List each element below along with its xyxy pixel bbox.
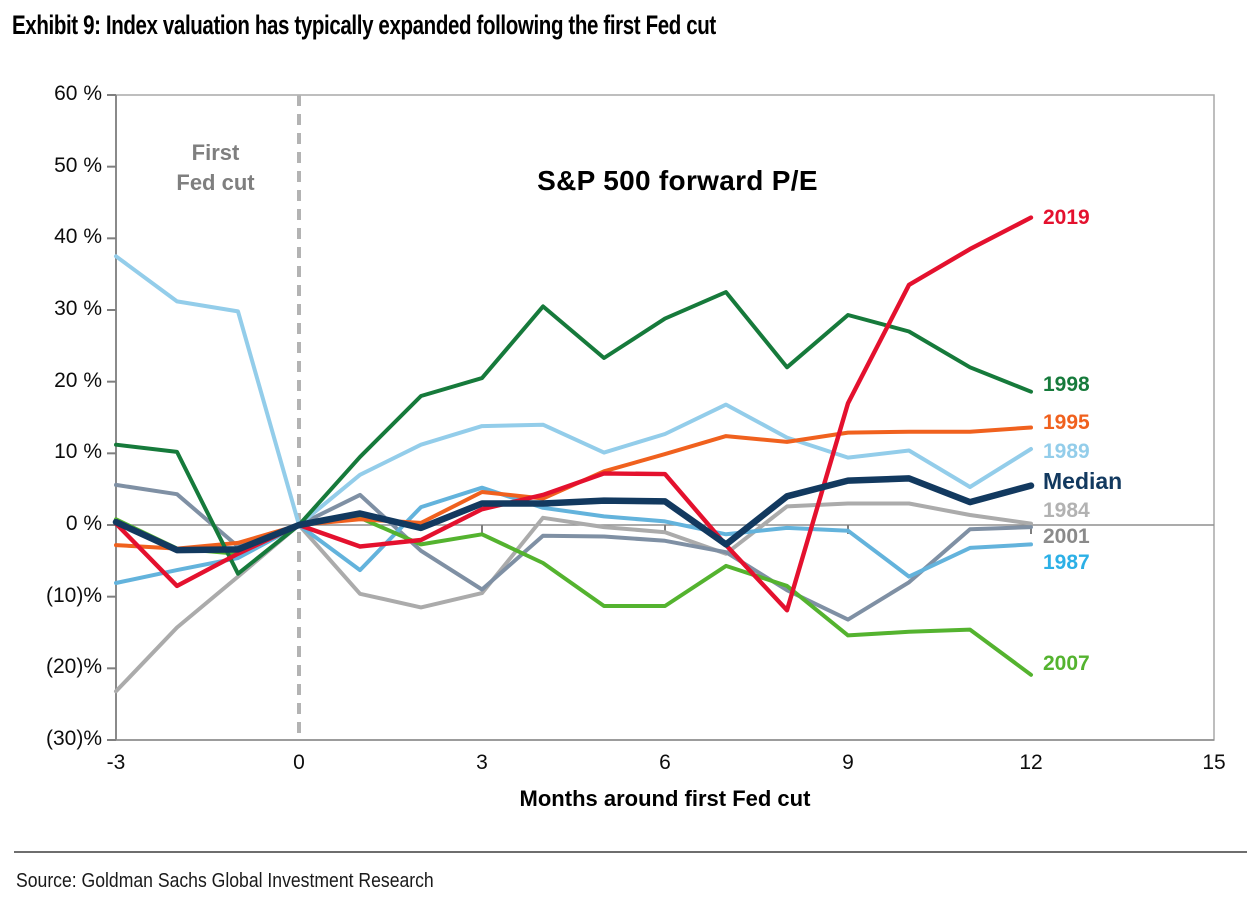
- series-label-1995: 1995: [1043, 410, 1090, 434]
- series-label-1987: 1987: [1043, 550, 1090, 574]
- series-label-1998: 1998: [1043, 372, 1090, 396]
- first-fed-cut-annotation: First Fed cut: [148, 138, 283, 198]
- y-tick-label: 0 %: [65, 512, 102, 535]
- series-label-2007: 2007: [1043, 652, 1090, 676]
- series-label-2001: 2001: [1043, 525, 1090, 549]
- y-tick-label: 60 %: [54, 82, 102, 105]
- series-line-1998: [114, 290, 1033, 576]
- x-tick-label: 15: [1202, 751, 1226, 774]
- y-tick-label: 20 %: [54, 368, 102, 392]
- annotation-line1: First: [191, 140, 240, 165]
- y-tick-label: (30)%: [45, 727, 102, 750]
- x-tick-label: 12: [1019, 751, 1043, 774]
- line-chart: 60 % 50 % 40 % 30 % 20 % 10 % 0 % (10)% (20)% (30…: [45, 82, 1226, 811]
- chart-title: S&P 500 forward P/E: [537, 165, 818, 196]
- x-tick-label: 9: [842, 751, 854, 774]
- x-axis-title: Months around first Fed cut: [519, 786, 811, 811]
- x-tick-label: 3: [476, 751, 488, 774]
- series-line-1989: [114, 254, 1033, 527]
- y-tick-label: (20)%: [45, 655, 102, 679]
- y-tick-label: (10)%: [45, 583, 102, 607]
- series-label-median: Median: [1043, 468, 1123, 495]
- series-line-1995: [114, 425, 1033, 551]
- series-label-1989: 1989: [1043, 439, 1090, 463]
- plot-area: [107, 94, 1215, 741]
- x-tick-label: 6: [659, 751, 671, 774]
- y-tick-label: 50 %: [54, 153, 102, 177]
- series-line-median: [112, 475, 1035, 554]
- series-line-1984: [114, 501, 1033, 694]
- exhibit-title: Exhibit 9: Index valuation has typically…: [12, 10, 716, 40]
- footer-separator-line: [14, 851, 1247, 853]
- y-tick-label: 30 %: [54, 297, 102, 320]
- series-label-1984: 1984: [1043, 499, 1090, 523]
- series-label-2019: 2019: [1043, 206, 1090, 230]
- x-tick-label: -3: [106, 751, 126, 774]
- annotation-line2: Fed cut: [176, 170, 255, 195]
- source-note: Source: Goldman Sachs Global Investment …: [16, 870, 434, 892]
- y-tick-label: 10 %: [54, 440, 102, 464]
- y-tick-label: 40 %: [54, 225, 102, 249]
- x-tick-label: 0: [293, 751, 305, 774]
